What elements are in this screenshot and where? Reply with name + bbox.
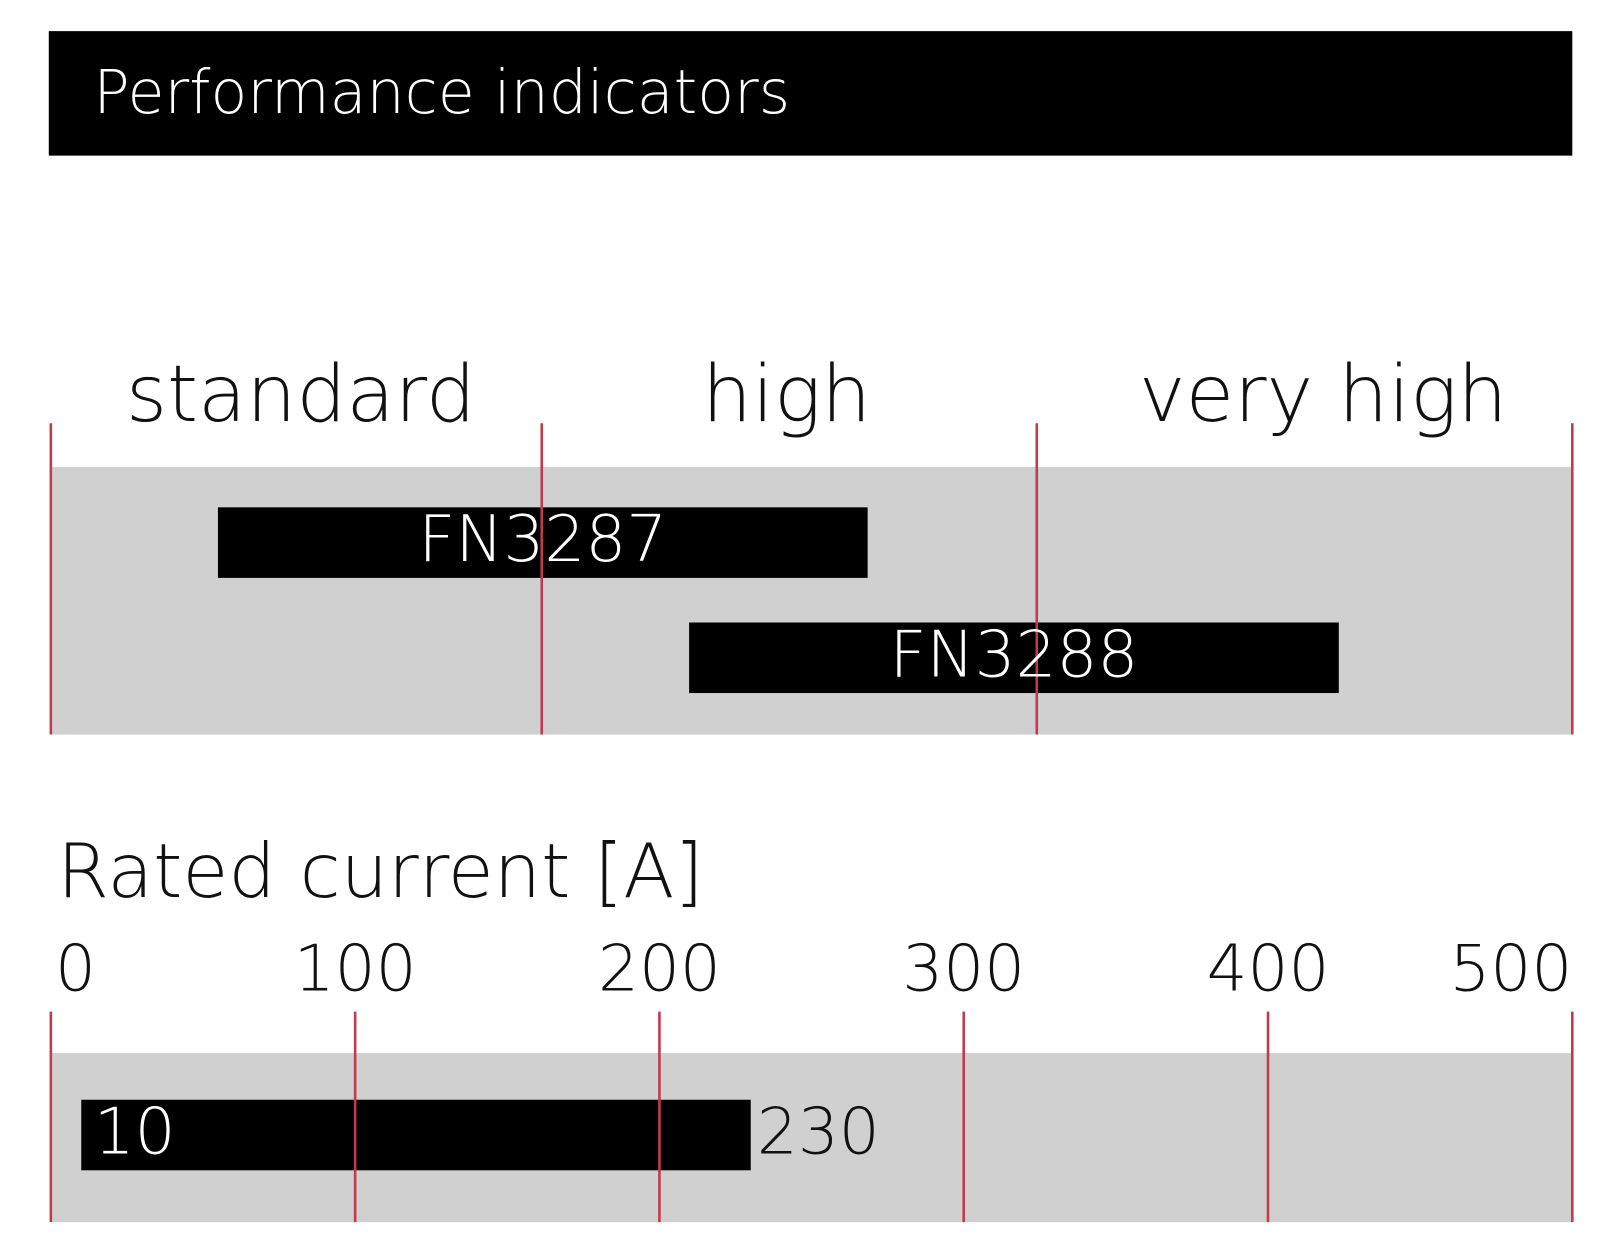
performance-band <box>50 466 1573 735</box>
x-tick-label: 100 <box>294 932 417 1007</box>
product-label: FN3287 <box>418 502 667 577</box>
value-label: 10 <box>94 1095 176 1170</box>
title-bar <box>48 31 1573 156</box>
x-tick-label: 500 <box>1449 932 1572 1007</box>
page-title: Performance indicators <box>93 58 790 128</box>
category-label: high <box>702 348 871 440</box>
category-label: standard <box>126 348 476 440</box>
category-label: very high <box>1139 348 1508 440</box>
x-tick-label: 400 <box>1207 932 1330 1007</box>
x-tick-label: 0 <box>55 932 96 1007</box>
product-bar <box>689 622 1339 694</box>
x-tick-label: 200 <box>598 932 721 1007</box>
range-bar <box>81 1099 751 1171</box>
product-label: FN3288 <box>890 617 1139 692</box>
x-tick-label: 300 <box>902 932 1025 1007</box>
axis-title: Rated current [A] <box>57 828 704 915</box>
value-label: 230 <box>757 1095 880 1170</box>
